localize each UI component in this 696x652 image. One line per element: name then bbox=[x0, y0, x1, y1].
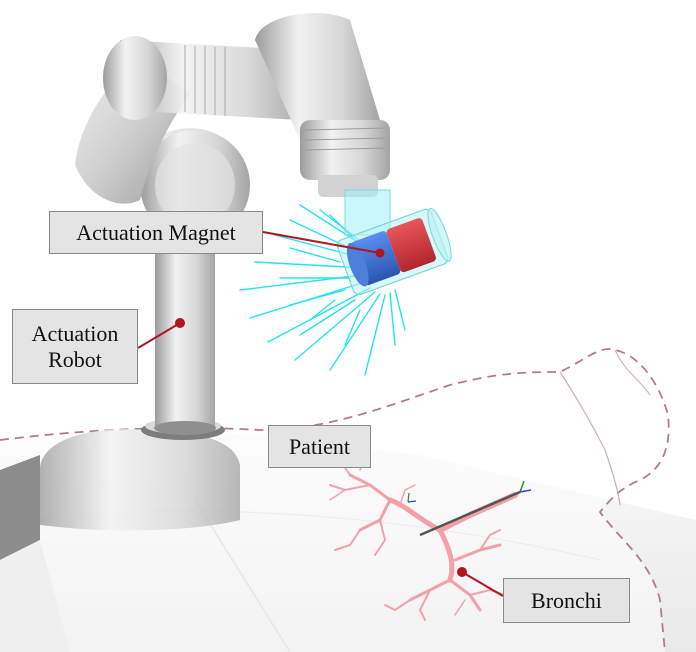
label-bronchi: Bronchi bbox=[503, 578, 630, 623]
label-actuation-robot: Actuation Robot bbox=[12, 309, 138, 384]
robot-wrist bbox=[255, 12, 390, 197]
label-patient-text: Patient bbox=[288, 433, 351, 459]
leader-dot-magnet bbox=[375, 248, 385, 258]
leader-lines bbox=[137, 231, 504, 597]
label-patient: Patient bbox=[268, 425, 371, 468]
label-actuation-robot-line1: Actuation bbox=[31, 320, 119, 346]
catheter bbox=[407, 480, 532, 537]
magnetic-field-lines bbox=[239, 204, 406, 376]
leader-line-bronchi bbox=[461, 571, 504, 597]
leader-line-robot bbox=[137, 322, 181, 349]
leader-dot-bronchi bbox=[457, 567, 467, 577]
label-bronchi-text: Bronchi bbox=[531, 587, 602, 613]
robot-column bbox=[154, 235, 216, 435]
robot-upper-arm bbox=[75, 36, 300, 204]
label-actuation-magnet: Actuation Magnet bbox=[49, 211, 263, 254]
actuation-magnet bbox=[336, 189, 452, 296]
leader-line-magnet bbox=[262, 231, 381, 254]
label-actuation-robot-line2: Robot bbox=[48, 346, 102, 372]
leader-dot-robot bbox=[175, 318, 185, 328]
label-actuation-magnet-text: Actuation Magnet bbox=[76, 219, 236, 245]
patient-body bbox=[0, 348, 670, 652]
leader-dots bbox=[175, 248, 467, 577]
